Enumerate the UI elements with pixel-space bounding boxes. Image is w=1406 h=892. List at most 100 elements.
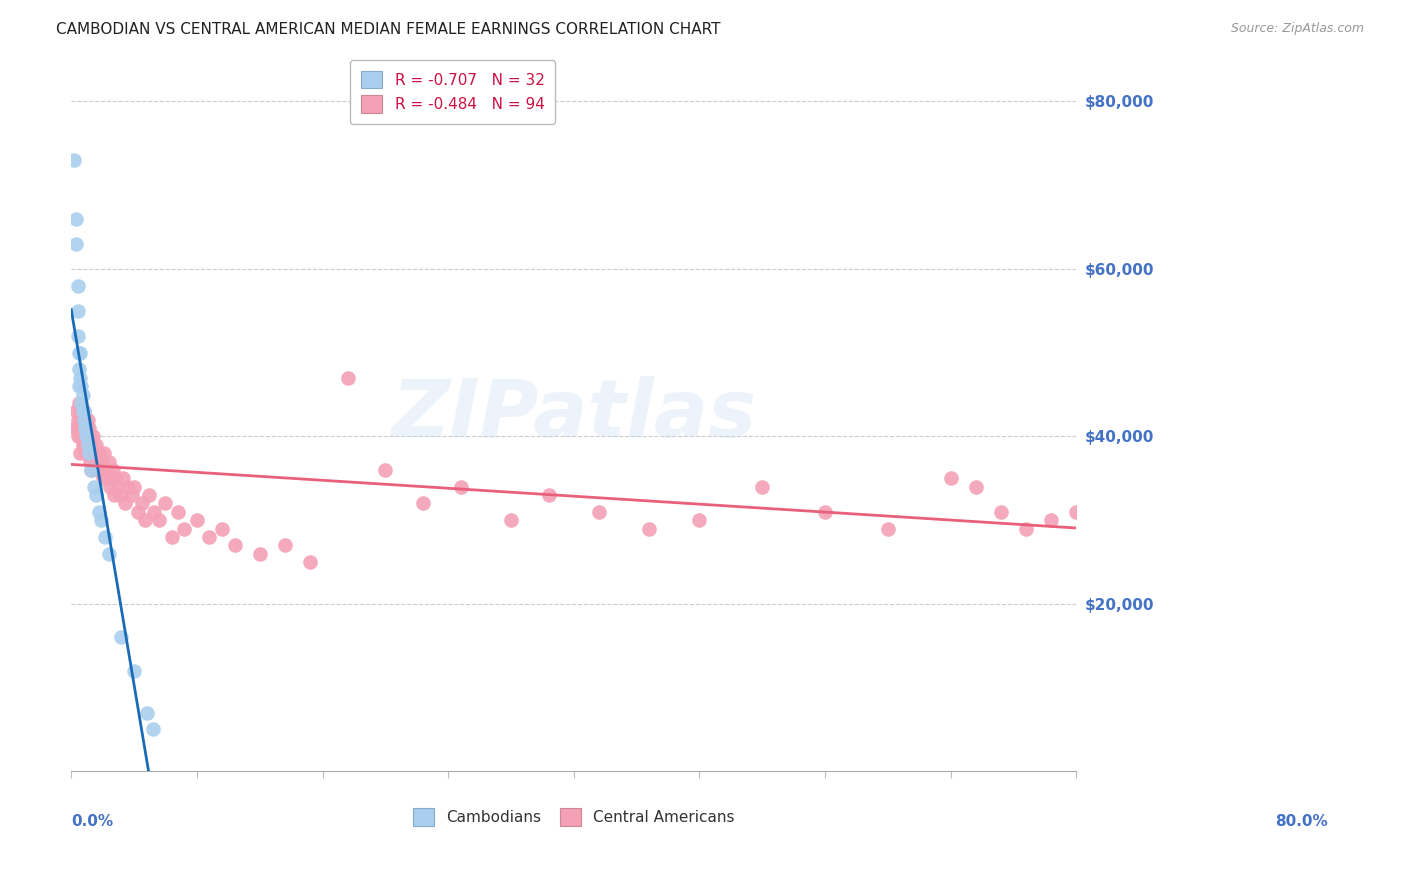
Point <box>86 438 108 452</box>
Point <box>91 471 114 485</box>
Point <box>77 446 100 460</box>
Point <box>110 488 132 502</box>
Point <box>73 421 96 435</box>
Point <box>939 471 962 485</box>
Point <box>336 371 359 385</box>
Point <box>688 513 710 527</box>
Point <box>1015 522 1038 536</box>
Point <box>142 723 165 737</box>
Point <box>1216 530 1239 544</box>
Point <box>117 480 139 494</box>
Point <box>131 496 153 510</box>
Point <box>75 421 97 435</box>
Point <box>73 404 96 418</box>
Point <box>87 446 110 460</box>
Point <box>537 488 560 502</box>
Point <box>65 404 87 418</box>
Point <box>211 522 233 536</box>
Point <box>67 345 90 359</box>
Point <box>1090 522 1112 536</box>
Point <box>167 505 190 519</box>
Point <box>76 438 98 452</box>
Point <box>1191 505 1213 519</box>
Point <box>67 396 90 410</box>
Point <box>160 530 183 544</box>
Point <box>224 538 246 552</box>
Point <box>127 505 149 519</box>
Point <box>1140 513 1163 527</box>
Point <box>66 412 89 426</box>
Point <box>86 488 108 502</box>
Point <box>69 446 91 460</box>
Point <box>751 480 773 494</box>
Point <box>298 555 321 569</box>
Point <box>114 496 136 510</box>
Point <box>72 404 94 418</box>
Point <box>70 379 93 393</box>
Point <box>138 488 160 502</box>
Point <box>107 480 129 494</box>
Point <box>66 429 89 443</box>
Point <box>77 446 100 460</box>
Point <box>990 505 1012 519</box>
Point <box>94 530 117 544</box>
Point <box>97 471 120 485</box>
Point <box>70 412 93 426</box>
Point <box>90 454 112 468</box>
Point <box>69 345 91 359</box>
Text: Source: ZipAtlas.com: Source: ZipAtlas.com <box>1230 22 1364 36</box>
Point <box>73 429 96 443</box>
Point <box>73 412 96 426</box>
Point <box>72 421 94 435</box>
Point <box>76 412 98 426</box>
Point <box>66 278 89 293</box>
Point <box>1066 505 1088 519</box>
Point <box>86 463 108 477</box>
Point <box>83 480 105 494</box>
Point <box>83 446 105 460</box>
Point <box>1040 513 1063 527</box>
Point <box>69 371 91 385</box>
Point <box>67 421 90 435</box>
Point <box>877 522 900 536</box>
Point <box>73 421 96 435</box>
Point <box>67 379 90 393</box>
Point <box>103 488 125 502</box>
Point <box>90 513 112 527</box>
Point <box>111 471 134 485</box>
Point <box>73 404 96 418</box>
Point <box>75 429 97 443</box>
Point <box>173 522 195 536</box>
Point <box>82 429 104 443</box>
Point <box>98 480 121 494</box>
Point <box>72 438 94 452</box>
Point <box>638 522 661 536</box>
Point <box>499 513 522 527</box>
Point <box>814 505 837 519</box>
Point <box>374 463 396 477</box>
Point <box>121 488 143 502</box>
Point <box>65 236 87 251</box>
Point <box>412 496 434 510</box>
Point <box>66 303 89 318</box>
Text: 0.0%: 0.0% <box>72 814 114 829</box>
Point <box>134 513 156 527</box>
Point <box>1166 522 1188 536</box>
Point <box>249 547 271 561</box>
Point <box>69 429 91 443</box>
Point <box>84 454 107 468</box>
Point <box>80 463 103 477</box>
Point <box>1115 530 1137 544</box>
Point <box>65 211 87 226</box>
Point <box>101 463 124 477</box>
Point <box>72 387 94 401</box>
Point <box>122 664 145 678</box>
Point <box>97 547 120 561</box>
Point <box>155 496 177 510</box>
Point <box>70 429 93 443</box>
Point <box>80 438 103 452</box>
Point <box>62 153 84 167</box>
Point <box>198 530 221 544</box>
Point <box>79 429 101 443</box>
Point <box>67 362 90 376</box>
